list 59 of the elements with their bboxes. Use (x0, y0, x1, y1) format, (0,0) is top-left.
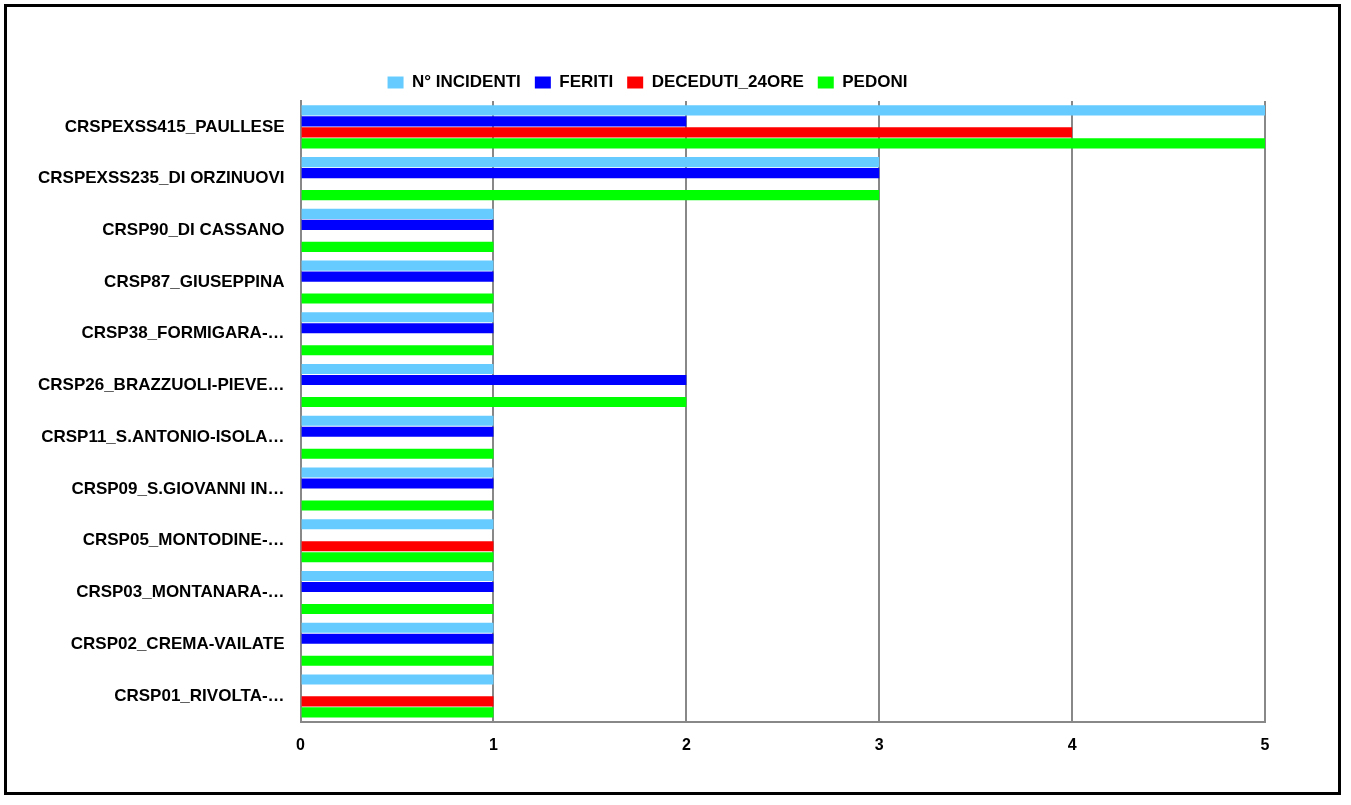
bar (301, 696, 494, 707)
bar (301, 415, 494, 426)
bar (301, 271, 494, 282)
y-tick-label: CRSP90_DI CASSANO (102, 220, 285, 240)
bar (301, 190, 880, 201)
bar (301, 500, 494, 511)
x-tick-label: 5 (1260, 735, 1270, 753)
bar (301, 448, 494, 459)
bar (301, 674, 494, 685)
bar (301, 374, 687, 386)
x-tick-label: 0 (296, 735, 306, 753)
y-tick-label: CRSP87_GIUSEPPINA (104, 271, 285, 291)
legend-label: FERITI (559, 72, 614, 92)
bar (301, 622, 494, 633)
legend-label: N° INCIDENTI (412, 72, 521, 92)
x-tick-label: 4 (1067, 735, 1077, 753)
bar (301, 552, 494, 563)
bar (301, 363, 494, 375)
x-tick-label: 1 (489, 735, 499, 753)
bar (301, 105, 1265, 116)
bar (301, 603, 494, 615)
y-tick-label: CRSP11_S.ANTONIO-ISOLA… (41, 426, 285, 446)
bar (301, 168, 880, 179)
bar (301, 345, 494, 356)
y-tick-label: CRSPEXSS415_PAULLESE (64, 116, 285, 136)
bar (301, 127, 1073, 138)
y-tick-label: CRSP03_MONTANARA-… (76, 582, 285, 602)
bar (301, 116, 687, 127)
y-tick-label: CRSP01_RIVOLTA-… (114, 685, 285, 705)
bar (301, 241, 494, 252)
bar (301, 581, 494, 593)
legend-label: DECEDUTI_24ORE (651, 72, 804, 92)
bar (301, 426, 494, 437)
legend-label: PEDONI (842, 72, 908, 92)
y-tick-label: CRSPEXSS235_DI ORZINUOVI (38, 168, 285, 188)
bar (301, 655, 494, 666)
bar (301, 478, 494, 489)
bar (301, 312, 494, 323)
bar (301, 396, 687, 408)
bar (301, 293, 494, 304)
bar (301, 157, 880, 168)
bar (301, 467, 494, 478)
x-tick-label: 3 (874, 735, 884, 753)
bar (301, 323, 494, 334)
bar (301, 519, 494, 530)
bar (301, 208, 494, 219)
bar (301, 570, 494, 582)
y-tick-label: CRSP02_CREMA-VAILATE (70, 633, 285, 653)
y-tick-label: CRSP26_BRAZZUOLI-PIEVE… (38, 375, 285, 395)
y-tick-label: CRSP38_FORMIGARA-… (81, 323, 285, 343)
bar (301, 633, 494, 644)
bar (301, 707, 494, 718)
bar (301, 541, 494, 552)
y-tick-label: CRSP05_MONTODINE-… (82, 530, 285, 550)
y-tick-label: CRSP09_S.GIOVANNI IN… (71, 478, 285, 498)
x-tick-label: 2 (681, 735, 691, 753)
bar (301, 138, 1265, 149)
bar (301, 260, 494, 271)
bar (301, 219, 494, 230)
